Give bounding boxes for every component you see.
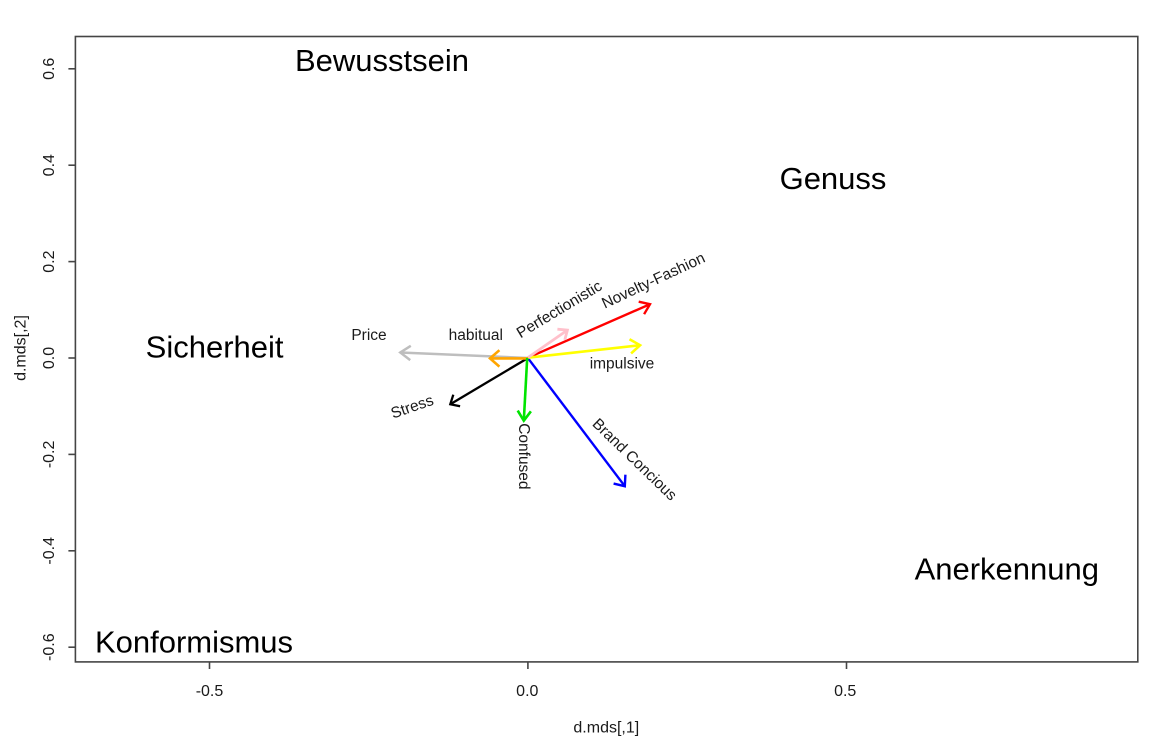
svg-text:0.0: 0.0: [516, 683, 538, 700]
svg-text:-0.4: -0.4: [41, 537, 58, 565]
svg-text:0.5: 0.5: [834, 683, 856, 700]
svg-text:0.2: 0.2: [41, 250, 58, 272]
svg-text:Price: Price: [351, 327, 386, 344]
svg-text:-0.5: -0.5: [196, 683, 224, 700]
svg-text:d.mds[,1]: d.mds[,1]: [573, 719, 639, 736]
svg-text:0.6: 0.6: [41, 58, 58, 80]
svg-text:Konformismus: Konformismus: [95, 625, 293, 660]
svg-text:Sicherheit: Sicherheit: [146, 329, 284, 364]
svg-text:Genuss: Genuss: [780, 161, 887, 196]
svg-text:Confused: Confused: [515, 423, 532, 489]
svg-text:Bewusstsein: Bewusstsein: [295, 43, 469, 78]
svg-text:-0.6: -0.6: [41, 633, 58, 661]
svg-text:-0.2: -0.2: [41, 441, 58, 469]
svg-text:habitual: habitual: [449, 327, 503, 344]
svg-text:0.4: 0.4: [41, 154, 58, 176]
svg-text:Anerkennung: Anerkennung: [915, 551, 1099, 586]
svg-text:impulsive: impulsive: [590, 356, 655, 373]
svg-text:d.mds[,2]: d.mds[,2]: [13, 315, 30, 381]
svg-text:0.0: 0.0: [41, 347, 58, 369]
